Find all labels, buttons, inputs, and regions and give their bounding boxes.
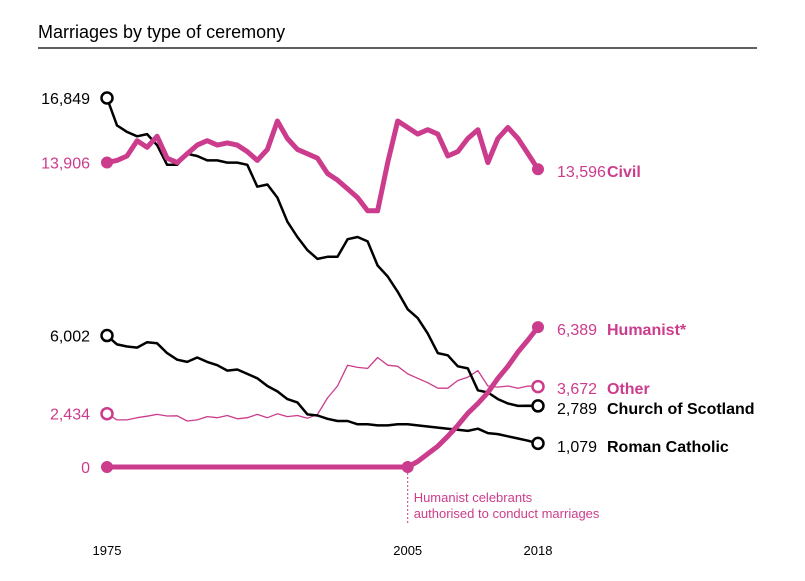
start-label-roman-catholic: 6,002 xyxy=(50,329,90,346)
start-label-humanist: 0 xyxy=(81,460,90,477)
end-name-civil: Civil xyxy=(607,164,641,181)
chart-title: Marriages by type of ceremony xyxy=(38,22,285,42)
line-humanist xyxy=(104,324,541,470)
end-name-humanist: Humanist* xyxy=(607,322,687,339)
start-marker-other xyxy=(100,406,114,421)
start-label-civil: 13,906 xyxy=(41,155,90,172)
start-marker-church-of-scotland xyxy=(100,91,114,105)
line-civil xyxy=(104,118,541,214)
end-value-civil: 13,596 xyxy=(557,164,606,181)
end-name-church-of-scotland: Church of Scotland xyxy=(607,401,755,418)
end-marker-church-of-scotland xyxy=(531,399,545,413)
end-marker-other xyxy=(531,379,545,394)
end-value-church-of-scotland: 2,789 xyxy=(557,401,597,418)
x-tick-2018: 2018 xyxy=(524,543,553,558)
end-marker-civil xyxy=(532,163,544,176)
end-name-roman-catholic: Roman Catholic xyxy=(607,439,729,456)
x-tick-1975: 1975 xyxy=(93,543,122,558)
x-tick-2005: 2005 xyxy=(393,543,422,558)
end-marker-roman-catholic xyxy=(531,436,545,451)
start-marker-roman-catholic xyxy=(100,328,114,343)
x-axis: 1975 2005 2018 xyxy=(93,543,553,558)
start-label-church-of-scotland: 16,849 xyxy=(41,91,90,108)
series-markers xyxy=(100,91,545,473)
line-church-of-scotland xyxy=(105,96,540,408)
annotation-text: authorised to conduct marriages xyxy=(414,506,600,521)
line-other xyxy=(106,356,539,422)
annotation-marker xyxy=(401,461,414,473)
end-value-roman-catholic: 1,079 xyxy=(557,439,597,456)
end-value-humanist: 6,389 xyxy=(557,322,597,339)
end-marker-humanist xyxy=(532,321,544,334)
line-roman-catholic xyxy=(105,334,540,445)
series-labels: 16,849 13,906 6,002 2,434 0 13,596 Civil 2,789 C… xyxy=(41,91,755,477)
start-marker-civil xyxy=(101,156,113,169)
end-value-other: 3,672 xyxy=(557,381,597,398)
annotation-text: Humanist celebrants xyxy=(414,490,533,505)
start-label-other: 2,434 xyxy=(50,407,90,424)
series-lines xyxy=(104,96,541,470)
end-name-other: Other xyxy=(607,381,650,398)
start-marker-humanist xyxy=(101,461,113,473)
